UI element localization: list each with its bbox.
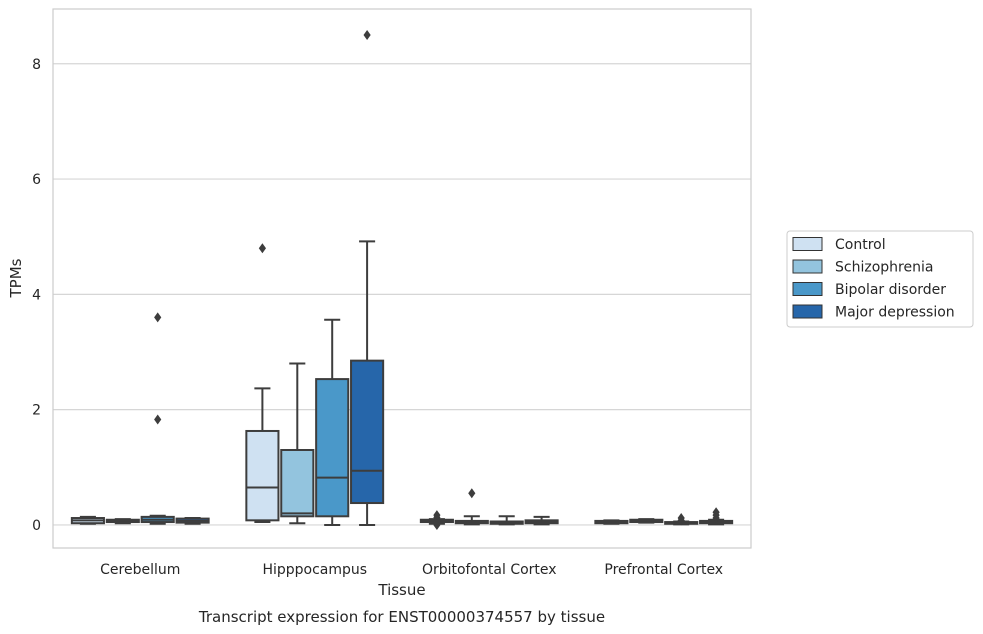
box-bipolar-disorder-cerebellum xyxy=(140,312,175,525)
legend-swatch xyxy=(792,282,823,296)
y-gridlines xyxy=(53,63,751,526)
y-axis-ticks: 0 2 4 6 8 xyxy=(32,57,41,534)
x-tick-label: Hipppocampus xyxy=(262,562,367,578)
x-axis-ticks: Cerebellum Hipppocampus Orbitofontal Corte… xyxy=(100,562,723,578)
x-tick-label: Cerebellum xyxy=(100,562,180,578)
box-control-orbitofontal-cortex xyxy=(419,510,454,530)
legend: Control Schizophrenia Bipolar disorder Majo… xyxy=(786,230,974,328)
box-control-prefrontal-cortex xyxy=(594,519,629,525)
y-tick-label: 6 xyxy=(32,172,41,188)
box-schizophrenia-orbitofontal-cortex xyxy=(454,488,489,526)
box-schizophrenia-prefrontal-cortex xyxy=(629,518,664,524)
box-groups xyxy=(70,29,734,530)
figure-caption: Transcript expression for ENST0000037455… xyxy=(198,608,605,626)
plot-area-frame xyxy=(52,8,752,549)
outlier-point xyxy=(154,312,162,323)
y-axis-label: TPMs xyxy=(7,258,25,298)
box-schizophrenia-cerebellum xyxy=(105,518,140,525)
iqr-box xyxy=(350,359,385,505)
legend-label: Bipolar disorder xyxy=(835,282,946,298)
x-tick-label: Orbitofontal Cortex xyxy=(422,562,557,578)
box-major-depression-orbitofontal-cortex xyxy=(524,515,559,526)
x-tick-label: Prefrontal Cortex xyxy=(604,562,723,578)
outlier-point xyxy=(433,510,441,521)
x-axis-label: Tissue xyxy=(377,581,425,599)
legend-label: Major depression xyxy=(835,305,955,321)
box-major-depression-prefrontal-cortex xyxy=(699,507,734,526)
legend-swatch xyxy=(792,259,823,274)
legend-label: Schizophrenia xyxy=(835,260,933,276)
outlier-point xyxy=(363,29,371,40)
outlier-point xyxy=(154,414,162,425)
box-bipolar-disorder-orbitofontal-cortex xyxy=(489,515,524,526)
y-tick-label: 8 xyxy=(32,57,41,73)
box-bipolar-disorder-hipppocampus xyxy=(315,318,350,526)
y-tick-label: 0 xyxy=(32,518,41,534)
box-control-hipppocampus xyxy=(245,243,280,524)
box-major-depression-hipppocampus xyxy=(350,29,385,526)
outlier-point xyxy=(677,513,685,524)
iqr-box xyxy=(245,429,280,522)
y-tick-label: 4 xyxy=(32,287,41,303)
legend-swatch xyxy=(792,237,823,251)
box-bipolar-disorder-prefrontal-cortex xyxy=(664,513,699,526)
legend-swatch xyxy=(792,304,823,319)
box-schizophrenia-hipppocampus xyxy=(280,362,315,525)
legend-frame xyxy=(786,230,974,328)
legend-label: Control xyxy=(835,237,886,253)
box-major-depression-cerebellum xyxy=(175,517,210,525)
outlier-point xyxy=(712,507,720,518)
outlier-point xyxy=(468,488,476,499)
outlier-point xyxy=(258,243,266,254)
iqr-box xyxy=(280,449,315,518)
box-control-cerebellum xyxy=(70,515,105,525)
y-tick-label: 2 xyxy=(32,403,41,419)
iqr-box xyxy=(315,378,350,518)
